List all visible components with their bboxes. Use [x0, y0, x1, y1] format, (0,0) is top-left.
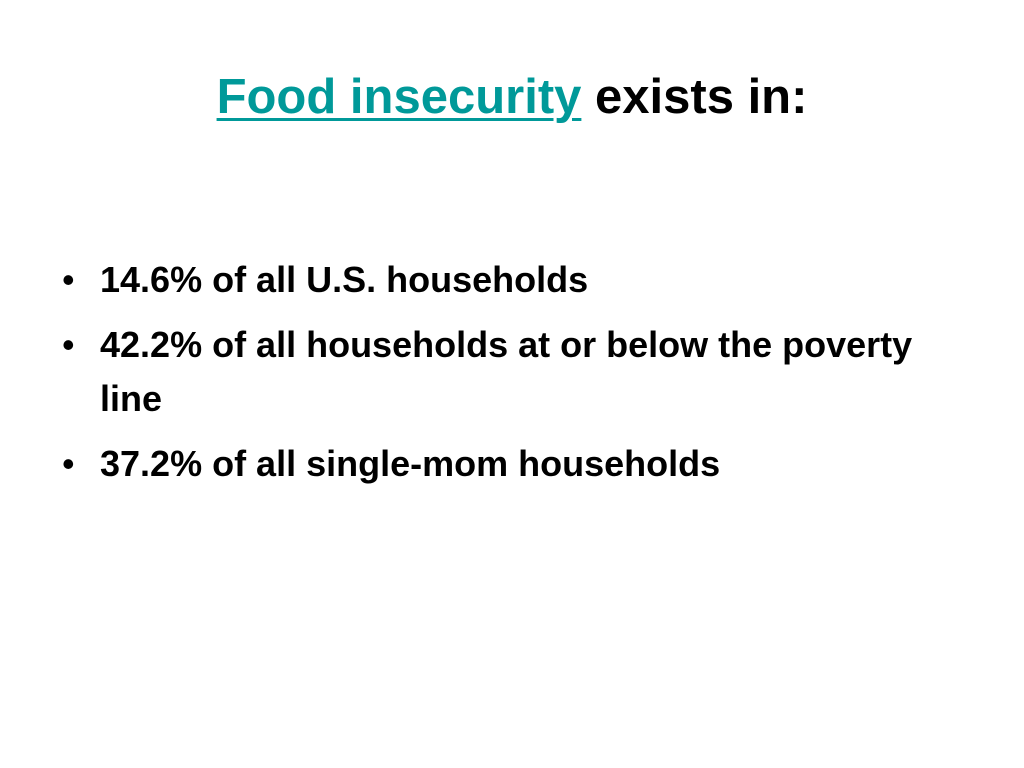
- bullet-text: 42.2% of all households at or below the …: [100, 324, 913, 419]
- title-text: exists in:: [595, 70, 808, 124]
- bullet-text: 37.2% of all single-mom households: [100, 443, 721, 484]
- bullet-marker: •: [62, 443, 75, 484]
- slide-title: Food insecurity exists in:: [0, 64, 1024, 130]
- bullet-item: • 37.2% of all single-mom households: [62, 437, 960, 491]
- bullet-item: • 42.2% of all households at or below the…: [62, 318, 960, 426]
- bullet-text: 14.6% of all U.S. households: [100, 259, 589, 300]
- bullet-marker: •: [62, 259, 75, 300]
- bullet-marker: •: [62, 324, 75, 365]
- bullet-list: • 14.6% of all U.S. households • 42.2% of a…: [62, 253, 960, 502]
- bullet-item: • 14.6% of all U.S. households: [62, 253, 960, 307]
- title-link[interactable]: Food insecurity: [216, 70, 582, 124]
